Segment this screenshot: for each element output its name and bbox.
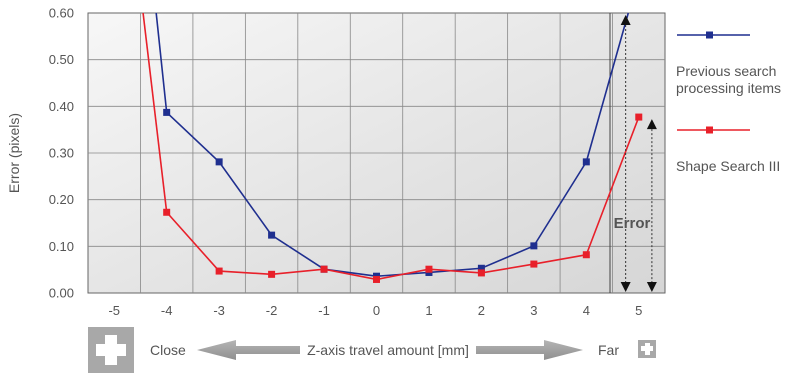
close-plus-icon-vertical [105,335,117,365]
y-tick-label: 0.60 [49,6,74,21]
error-annotation: Error [614,215,651,232]
series-group [142,12,643,283]
direction-bar: Close Z-axis travel amount [mm] Far [88,327,656,373]
data-point [425,265,433,273]
y-tick-label: 0.50 [49,52,74,67]
far-plus-icon-vertical [645,343,650,355]
data-point [530,242,538,250]
y-axis-label: Error (pixels) [6,113,22,193]
legend-label: Shape Search III [676,158,780,174]
x-tick-label: -4 [161,303,173,318]
data-point [268,270,276,278]
x-tick-label: 4 [583,303,590,318]
x-tick-label: 1 [425,303,432,318]
data-point [373,275,380,283]
y-tick-label: 0.00 [49,286,74,301]
right-arrow-icon [476,340,583,360]
series-2 [142,12,643,283]
y-axis-ticks: 0.00 0.10 0.20 0.30 0.40 0.50 0.60 [49,6,74,301]
series-line-extension [142,12,168,213]
x-tick-label: 3 [530,303,537,318]
left-arrow-icon [197,340,300,360]
gridlines [88,13,665,293]
data-point [582,158,590,166]
legend-marker [706,126,713,134]
error-arrow-up-icon [646,119,657,130]
legend-label: Previous search [676,63,776,79]
data-point [163,108,171,116]
y-tick-label: 0.30 [49,146,74,161]
x-tick-label: -2 [266,303,278,318]
x-tick-label: -5 [108,303,120,318]
data-point [530,260,538,268]
error-arrows [620,15,657,292]
legend-marker [706,31,713,39]
series-line [166,116,640,281]
data-point [582,251,590,259]
error-arrow-up-icon [620,15,631,25]
series-line-extension [585,12,630,163]
series-line-extension [155,12,168,113]
x-tick-label: 0 [373,303,380,318]
x-tick-label: 5 [635,303,642,318]
x-axis-label: Z-axis travel amount [mm] [307,342,469,358]
close-label: Close [150,342,186,358]
x-axis-ticks: -5 -4 -3 -2 -1 0 1 2 3 4 5 [108,303,642,318]
data-point [320,265,328,273]
x-tick-label: -3 [213,303,225,318]
y-tick-label: 0.20 [49,192,74,207]
x-tick-label: 2 [478,303,485,318]
legend-label: processing items [676,80,781,96]
y-tick-label: 0.10 [49,239,74,254]
y-tick-label: 0.40 [49,99,74,114]
data-point [163,208,171,216]
data-point [477,269,485,277]
far-label: Far [598,342,619,358]
data-point [268,231,276,239]
data-point [215,267,223,275]
data-point [635,113,643,121]
x-tick-label: -1 [318,303,330,318]
error-arrow-down-icon [646,282,657,292]
error-arrow-down-icon [620,282,631,292]
data-point [477,264,485,272]
data-point [215,158,223,166]
